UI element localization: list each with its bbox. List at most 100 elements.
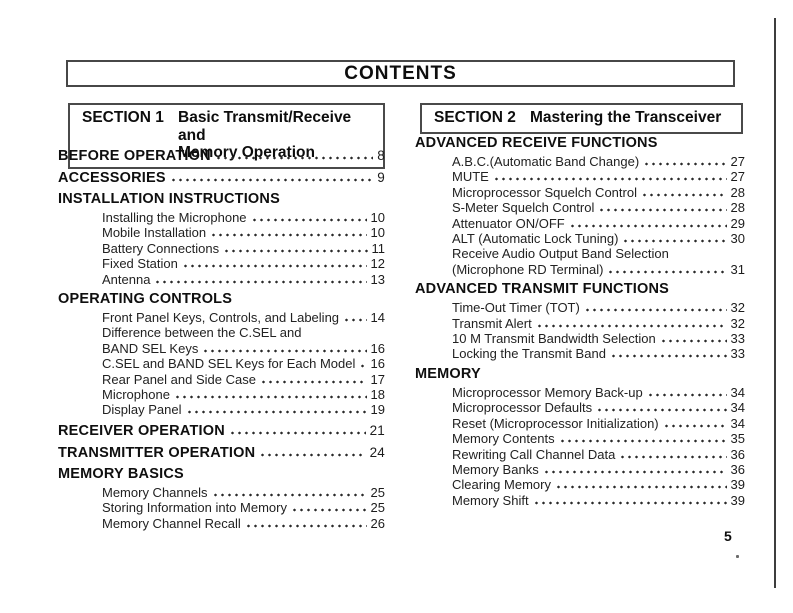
toc-item-label: Rewriting Call Channel Data <box>452 446 616 462</box>
toc-item-label: Storing Information into Memory <box>102 500 287 516</box>
dot-leader <box>646 392 727 397</box>
toc-item-label: Transmit Alert <box>452 315 532 331</box>
toc-item-label: Microphone <box>102 387 170 403</box>
toc-heading-label: RECEIVER OPERATION <box>58 422 225 439</box>
toc-item-label: Rear Panel and Side Case <box>102 371 256 387</box>
toc-item-label: A.B.C.(Automatic Band Change) <box>452 154 640 169</box>
toc-item-page: 25 <box>370 500 385 516</box>
toc-item-label: Mobile Installation <box>102 225 207 241</box>
contents-title-box: CONTENTS <box>66 60 735 87</box>
toc-item-label: Memory Banks <box>452 461 539 477</box>
toc-heading-label: ACCESSORIES <box>58 170 166 186</box>
toc-item-page: 28 <box>730 184 745 200</box>
toc-item-label: (Microphone RD Terminal) <box>452 261 604 277</box>
toc-item-label: Installing the Microphone <box>102 210 247 225</box>
toc-item: Mobile Installation 10 <box>58 225 385 240</box>
toc-item-page: 31 <box>730 261 745 277</box>
toc-item: ALT (Automatic Lock Tuning) 30 <box>415 231 745 246</box>
toc-item: Memory Shift 39 <box>415 493 745 508</box>
toc-heading: MEMORY BASICS <box>58 466 385 483</box>
dot-leader <box>609 354 727 359</box>
toc-item-label: S-Meter Squelch Control <box>452 200 595 216</box>
toc-item: Fixed Station 12 <box>58 256 385 271</box>
dot-leader <box>619 454 727 459</box>
dot-leader <box>202 348 367 353</box>
toc-item: Memory Contents 35 <box>415 431 745 446</box>
toc-item: Storing Information into Memory 25 <box>58 500 385 515</box>
toc-item-page: 16 <box>370 340 385 356</box>
toc-item-page: 32 <box>730 315 745 331</box>
toc-item: S-Meter Squelch Control 28 <box>415 200 745 215</box>
dot-leader <box>583 308 727 313</box>
dot-leader <box>542 469 727 474</box>
dot-leader <box>343 318 367 323</box>
toc-item-page: 39 <box>730 477 745 493</box>
toc-item-label: Memory Contents <box>452 431 555 447</box>
toc-item-label: Microprocessor Squelch Control <box>452 184 637 200</box>
section-1-label: SECTION 1 <box>82 109 164 126</box>
toc-heading-label: MEMORY BASICS <box>58 465 184 482</box>
toc-item-page: 35 <box>730 431 745 447</box>
dot-leader <box>662 423 727 428</box>
toc-item: Clearing Memory 39 <box>415 477 745 492</box>
toc-heading: OPERATING CONTROLS <box>58 291 385 308</box>
toc-item-label: Display Panel <box>102 402 182 418</box>
toc-item: Rewriting Call Channel Data 36 <box>415 447 745 462</box>
toc-item-page: 32 <box>730 300 745 316</box>
dot-leader <box>181 264 367 269</box>
toc-item-page: 10 <box>370 210 385 225</box>
toc-item-page: 14 <box>370 310 385 326</box>
toc-item-page: 36 <box>730 446 745 462</box>
toc-column-right: ADVANCED RECEIVE FUNCTIONS A.B.C.(Automat… <box>415 135 745 508</box>
toc-item-line-label: Difference between the C.SEL and <box>102 325 302 341</box>
toc-item-page: 19 <box>370 402 385 418</box>
toc-heading: ACCESSORIES 9 <box>58 169 385 187</box>
toc-heading-label: ADVANCED TRANSMIT FUNCTIONS <box>415 281 670 298</box>
toc-item: Installing the Microphone 10 <box>58 210 385 225</box>
toc-item-page: 28 <box>730 200 745 216</box>
dot-leader <box>596 408 727 413</box>
dot-leader <box>558 439 727 444</box>
toc-heading: INSTALLATION INSTRUCTIONS <box>58 191 385 208</box>
toc-item: C.SEL and BAND SEL Keys for Each Model 16 <box>58 356 385 371</box>
dot-leader <box>173 395 367 400</box>
toc-heading: ADVANCED TRANSMIT FUNCTIONS <box>415 281 745 298</box>
toc-item: Memory Channel Recall 26 <box>58 516 385 531</box>
toc-item: Microprocessor Squelch Control 28 <box>415 185 745 200</box>
section-2-label: SECTION 2 <box>434 109 516 126</box>
toc-item-page: 34 <box>730 384 745 400</box>
toc-item-page: 17 <box>370 371 385 387</box>
toc-item-page: 10 <box>370 225 385 241</box>
dot-leader <box>659 339 727 344</box>
toc-item-label: Memory Channel Recall <box>102 515 241 531</box>
toc-item-label: MUTE <box>452 169 489 185</box>
toc-item: Microphone 18 <box>58 387 385 402</box>
dot-leader <box>568 223 727 228</box>
toc-column-left: BEFORE OPERATION 8 ACCESSORIES 9 INSTALLATIO… <box>58 147 385 531</box>
toc-item-page: 34 <box>730 415 745 431</box>
toc-item-page: 27 <box>730 154 745 169</box>
toc-item-label: 10 M Transmit Bandwidth Selection <box>452 331 656 347</box>
section-2-header-box: SECTION 2 Mastering the Transceiver <box>420 103 743 134</box>
toc-item-label: Reset (Microprocessor Initialization) <box>452 415 659 431</box>
dot-leader <box>290 508 367 513</box>
dot-leader <box>532 500 727 505</box>
toc-heading: MEMORY <box>415 366 745 383</box>
toc-item: Memory Channels 25 <box>58 485 385 500</box>
toc-heading-label: OPERATING CONTROLS <box>58 291 233 308</box>
dot-leader <box>259 452 366 457</box>
toc-heading-label: MEMORY <box>415 365 481 382</box>
toc-item-label: Attenuator ON/OFF <box>452 215 565 231</box>
toc-heading: ADVANCED RECEIVE FUNCTIONS <box>415 135 745 152</box>
toc-item-page: 33 <box>730 346 745 362</box>
toc-heading-label: BEFORE OPERATION <box>58 148 211 164</box>
toc-item-label: ALT (Automatic Lock Tuning) <box>452 231 619 247</box>
dot-leader <box>622 239 727 244</box>
dot-leader <box>492 177 727 182</box>
toc-item-label: Memory Channels <box>102 484 208 500</box>
page-number: 5 <box>724 528 732 544</box>
toc-item-label: Microprocessor Defaults <box>452 400 593 416</box>
toc-item-label: Battery Connections <box>102 240 220 256</box>
toc-heading: RECEIVER OPERATION 21 <box>58 422 385 440</box>
dot-leader <box>228 430 366 435</box>
